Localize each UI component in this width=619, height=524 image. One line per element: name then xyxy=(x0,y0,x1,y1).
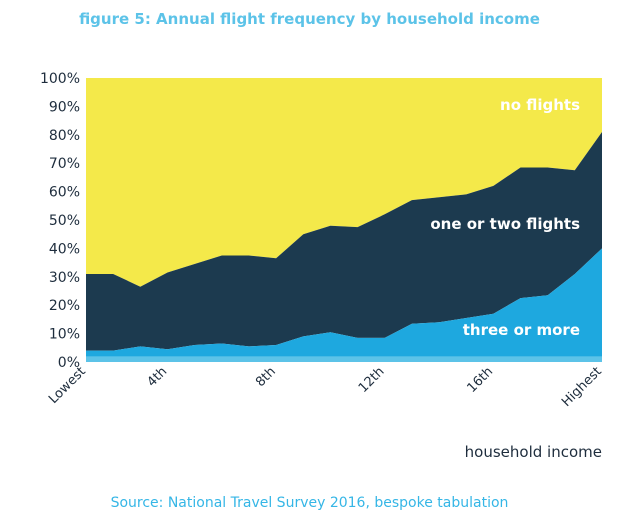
y-tick-label: 90% xyxy=(49,99,80,115)
x-tick-label: 12th xyxy=(356,364,388,396)
y-tick-label: 80% xyxy=(49,128,80,144)
x-tick-label: Highest xyxy=(559,364,605,410)
x-tick-label: 4th xyxy=(144,364,170,390)
y-tick-label: 50% xyxy=(49,213,80,229)
x-tick-label: 8th xyxy=(253,364,279,390)
y-tick-label: 70% xyxy=(49,156,80,172)
y-tick-label: 60% xyxy=(49,185,80,201)
y-tick-label: 30% xyxy=(49,270,80,286)
chart-title: figure 5: Annual flight frequency by hou… xyxy=(79,10,540,28)
label-one-or-two-flights: one or two flights xyxy=(430,215,580,233)
base-band xyxy=(86,356,602,362)
area-one-or-two-flights xyxy=(86,132,602,351)
area-no-flights xyxy=(86,78,602,287)
y-tick-label: 40% xyxy=(49,241,80,257)
y-tick-label: 100% xyxy=(40,71,80,87)
x-tick-label: 16th xyxy=(464,364,496,396)
y-tick-label: 0% xyxy=(58,355,80,371)
x-axis-label: household income xyxy=(465,443,602,461)
y-tick-label: 10% xyxy=(49,327,80,343)
source-note: Source: National Travel Survey 2016, bes… xyxy=(110,495,509,511)
label-no-flights: no flights xyxy=(500,96,580,114)
y-tick-label: 20% xyxy=(49,298,80,314)
area-three-or-more xyxy=(86,248,602,362)
label-three-or-more: three or more xyxy=(463,321,580,339)
